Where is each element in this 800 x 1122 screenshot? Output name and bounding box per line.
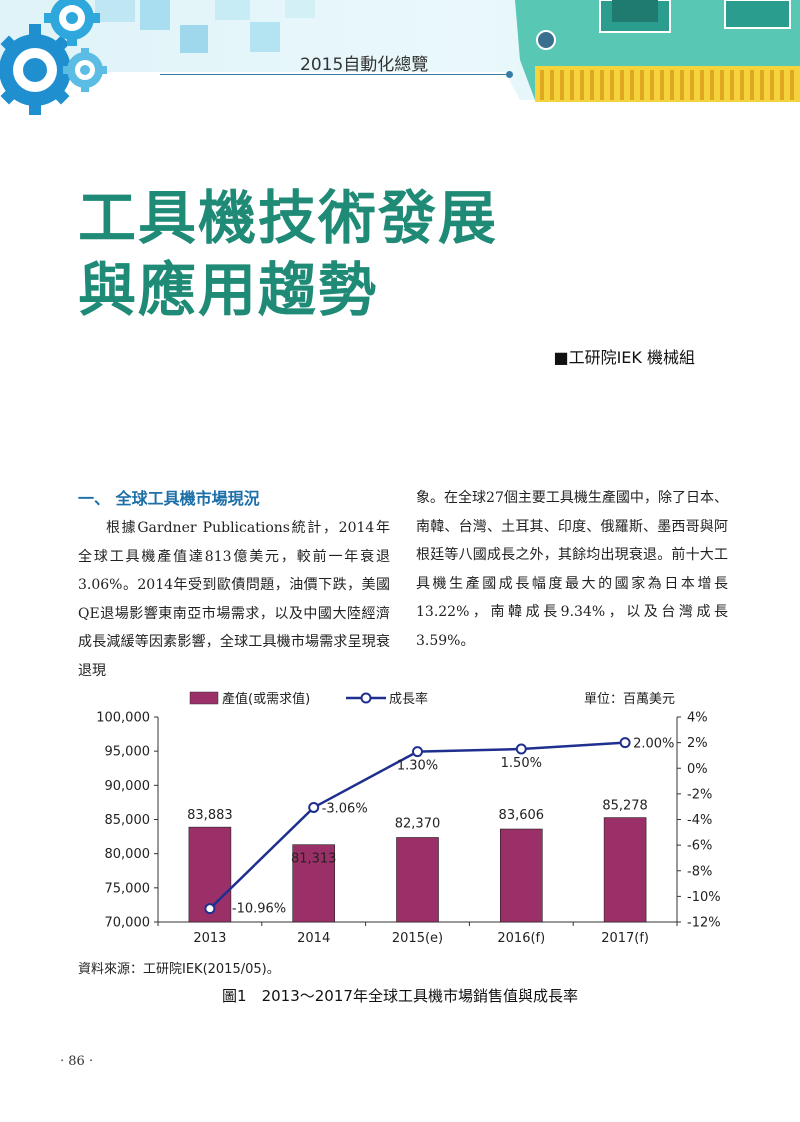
y2-tick-label: -10% xyxy=(687,890,721,905)
figure-caption: 圖1 2013～2017年全球工具機市場銷售值與成長率 xyxy=(222,987,578,1005)
body-paragraph: 根據Gardner Publications統計，2014年全球工具機產值達81… xyxy=(78,520,390,679)
line-data-label: 1.50% xyxy=(501,756,542,771)
bar-data-label: 83,883 xyxy=(187,808,233,823)
gear-icon xyxy=(63,48,107,92)
header-rule xyxy=(160,74,510,75)
bar-data-label: 83,606 xyxy=(499,808,545,823)
x-tick-label: 2017(f) xyxy=(601,931,649,946)
y2-tick-label: 4% xyxy=(687,711,708,726)
y2-tick-label: 0% xyxy=(687,762,708,777)
legend-bar-label: 產值(或需求值) xyxy=(222,691,310,707)
y-tick-label: 85,000 xyxy=(105,813,151,828)
chart-unit-label: 單位：百萬美元 xyxy=(584,692,675,707)
figure-source: 資料來源：工研院IEK(2015/05)。 xyxy=(78,962,280,977)
x-tick-label: 2016(f) xyxy=(497,931,545,946)
growth-point xyxy=(515,743,527,755)
growth-point xyxy=(204,903,216,915)
line-data-label: 1.30% xyxy=(397,759,438,774)
market-chart: 產值(或需求值) 成長率 單位：百萬美元 100,000 95,000 90,000… xyxy=(96,691,721,946)
page-number: ‧ 86 ‧ xyxy=(60,1054,94,1069)
y2-tick-label: -8% xyxy=(687,864,712,879)
bar xyxy=(396,837,439,923)
article-title-line-1: 工具機技術發展 xyxy=(78,184,499,252)
bar-data-label: 85,278 xyxy=(602,799,648,814)
y2-tick-label: -4% xyxy=(687,813,712,828)
header-rule-dot xyxy=(506,71,513,78)
bar xyxy=(499,828,543,923)
article-title: 工具機技術發展 與應用趨勢 xyxy=(78,182,498,326)
x-tick-label: 2013 xyxy=(193,931,226,946)
bar-data-label: 81,313 xyxy=(291,852,337,867)
gear-icon xyxy=(44,0,100,46)
text-column-right: 象。在全球27個主要工具機生產國中，除了日本、南韓、台灣、土耳其、印度、俄羅斯、… xyxy=(416,484,728,655)
bar xyxy=(292,844,335,923)
y-tick-label: 70,000 xyxy=(105,916,151,931)
line-data-label: -3.06% xyxy=(322,801,368,816)
text-column-left: 一、 全球工具機市場現況 根據Gardner Publications統計，20… xyxy=(78,484,390,685)
line-data-label: -10.96% xyxy=(232,902,286,917)
growth-point xyxy=(412,746,423,758)
y-tick-label: 75,000 xyxy=(105,881,151,896)
y-tick-label: 90,000 xyxy=(105,779,151,794)
header-banner xyxy=(0,0,800,115)
y2-tick-label: -2% xyxy=(687,787,712,802)
running-header-title: 2015自動化總覽 xyxy=(300,55,429,75)
x-tick-label: 2014 xyxy=(297,931,330,946)
legend-bar-swatch xyxy=(189,691,219,705)
y2-tick-label: -6% xyxy=(687,839,712,854)
y-tick-label: 100,000 xyxy=(96,711,150,726)
legend-line-label: 成長率 xyxy=(389,691,428,707)
bar-data-label: 82,370 xyxy=(395,816,441,831)
growth-point xyxy=(619,737,631,749)
section-heading: 一、 全球工具機市場現況 xyxy=(78,489,260,508)
y2-tick-label: 2% xyxy=(687,736,708,751)
y2-tick-label: -12% xyxy=(687,916,721,931)
x-tick-label: 2015(e) xyxy=(392,931,443,946)
line-data-label: 2.00% xyxy=(633,737,674,752)
y-tick-label: 95,000 xyxy=(105,745,151,760)
bar xyxy=(603,817,647,923)
legend-line-marker xyxy=(360,692,372,704)
growth-point xyxy=(308,801,320,813)
body-paragraph-continued: 象。在全球27個主要工具機生產國中，除了日本、南韓、台灣、土耳其、印度、俄羅斯、… xyxy=(416,490,728,649)
article-title-line-2: 與應用趨勢 xyxy=(78,256,379,324)
y-tick-label: 80,000 xyxy=(105,847,151,862)
gear-icon xyxy=(0,24,81,115)
author-byline: ■工研院IEK 機械組 xyxy=(553,348,695,367)
